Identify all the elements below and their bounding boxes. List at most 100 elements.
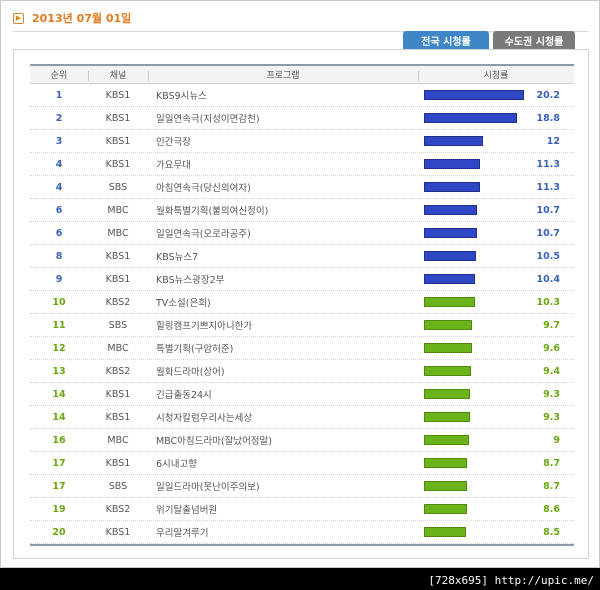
table-row: 20 KBS1 우리말겨루기 8.5 [30,521,574,544]
watermark: [728x695] http://upic.me/ [428,574,594,587]
table-row: 13 KBS2 월화드라마(상어) 9.4 [30,360,574,383]
table-row: 12 MBC 특별기획(구암허준) 9.6 [30,337,574,360]
rating-cell: 11.3 [418,176,574,198]
channel-cell: MBC [107,204,129,216]
rank-cell: 4 [55,158,63,170]
rating-bar [424,504,467,514]
rating-cell: 10.5 [418,245,574,267]
table-bottom-border [30,544,574,546]
channel-cell: KBS1 [105,250,131,262]
rating-bar [424,435,469,445]
ratings-panel: ▶ 2013년 07월 01일 전국 시청률 수도권 시청률 순위 채널 프로그… [0,0,600,568]
rating-bar [424,136,483,146]
rating-cell: 9.7 [418,314,574,336]
rank-cell: 12 [52,342,66,354]
rating-bar [424,228,477,238]
program-cell: 위기탈출넘버원 [156,505,218,516]
channel-cell: MBC [107,227,129,239]
program-cell: KBS9시뉴스 [156,91,207,102]
rating-cell: 8.7 [418,452,574,474]
program-cell: 일일연속극(지성이면감천) [156,114,260,125]
rating-cell: 11.3 [418,153,574,175]
channel-cell: KBS1 [105,158,131,170]
rating-value: 9.6 [543,342,560,354]
table-row: 1 KBS1 KBS9시뉴스 20.2 [30,84,574,107]
table-row: 6 MBC 월화특별기획(불의여신정이) 10.7 [30,199,574,222]
program-cell: 가요무대 [156,160,191,171]
table-header: 순위 채널 프로그램 시청률 [30,64,574,84]
rating-bar [424,343,472,353]
rating-cell: 18.8 [418,107,574,129]
rating-value: 8.6 [543,503,560,515]
table-row: 3 KBS1 인간극장 12 [30,130,574,153]
rating-tabs: 전국 시청률 수도권 시청률 [403,31,575,49]
program-cell: 우리말겨루기 [156,528,209,539]
tab-capital-area-rating[interactable]: 수도권 시청률 [493,31,575,49]
rating-value: 9.7 [543,319,560,331]
table-row: 14 KBS1 시청자칼럼우리사는세상 9.3 [30,406,574,429]
rank-cell: 1 [55,89,63,101]
channel-cell: MBC [107,342,129,354]
rating-value: 10.4 [536,273,560,285]
rating-cell: 8.5 [418,521,574,543]
rating-bar [424,320,472,330]
rank-cell: 20 [52,526,66,538]
date-header: ▶ 2013년 07월 01일 [13,10,131,26]
program-cell: KBS뉴스7 [156,252,199,263]
rating-cell: 10.7 [418,222,574,244]
rating-cell: 8.7 [418,475,574,497]
rating-bar [424,182,480,192]
table-row: 8 KBS1 KBS뉴스7 10.5 [30,245,574,268]
rank-cell: 14 [52,388,66,400]
tab-nationwide-rating[interactable]: 전국 시청률 [403,31,489,49]
rating-bar [424,527,466,537]
rank-cell: 3 [55,135,63,147]
program-cell: 아침연속극(당신의여자) [156,183,251,194]
rating-bar [424,297,475,307]
ratings-table-container: 순위 채널 프로그램 시청률 1 KBS1 KBS9시뉴스 20.2 2 KBS1 일일연속… [13,49,589,559]
rating-bar [424,274,475,284]
rating-cell: 12 [418,130,574,152]
rank-cell: 2 [55,112,63,124]
rating-value: 20.2 [536,89,560,101]
channel-cell: KBS1 [105,273,131,285]
program-cell: TV소설(은희) [156,298,211,309]
channel-cell: KBS1 [105,89,131,101]
rank-cell: 10 [52,296,66,308]
program-cell: MBC아침드라마(잘났어정말) [156,436,272,447]
table-row: 4 KBS1 가요무대 11.3 [30,153,574,176]
table-row: 6 MBC 일일연속극(오로라공주) 10.7 [30,222,574,245]
rating-bar [424,389,470,399]
program-cell: 긴급출동24시 [156,390,212,401]
program-cell: 인간극장 [156,137,191,148]
rating-bar [424,458,467,468]
rating-cell: 8.6 [418,498,574,520]
header-rank: 순위 [50,71,68,81]
table-row: 11 SBS 힐링캠프기쁘지아니한가 9.7 [30,314,574,337]
rank-cell: 11 [52,319,66,331]
rank-cell: 6 [55,204,63,216]
channel-cell: KBS1 [105,112,131,124]
rating-value: 10.7 [536,204,560,216]
rating-cell: 9.6 [418,337,574,359]
rating-cell: 9.4 [418,360,574,382]
ratings-table: 순위 채널 프로그램 시청률 1 KBS1 KBS9시뉴스 20.2 2 KBS1 일일연속… [30,64,574,546]
rating-bar [424,481,467,491]
channel-cell: SBS [108,319,128,331]
rating-value: 9.3 [543,388,560,400]
rating-bar [424,251,476,261]
rank-cell: 17 [52,480,66,492]
program-cell: 시청자칼럼우리사는세상 [156,413,253,424]
channel-cell: SBS [108,480,128,492]
rating-bar [424,90,524,100]
rank-cell: 9 [55,273,63,285]
rank-cell: 4 [55,181,63,193]
rating-bar [424,113,517,123]
rating-value: 11.3 [536,181,560,193]
rank-cell: 13 [52,365,66,377]
channel-cell: KBS2 [105,296,131,308]
table-row: 2 KBS1 일일연속극(지성이면감천) 18.8 [30,107,574,130]
rating-value: 12 [546,135,560,147]
rank-cell: 16 [52,434,66,446]
channel-cell: KBS1 [105,526,131,538]
